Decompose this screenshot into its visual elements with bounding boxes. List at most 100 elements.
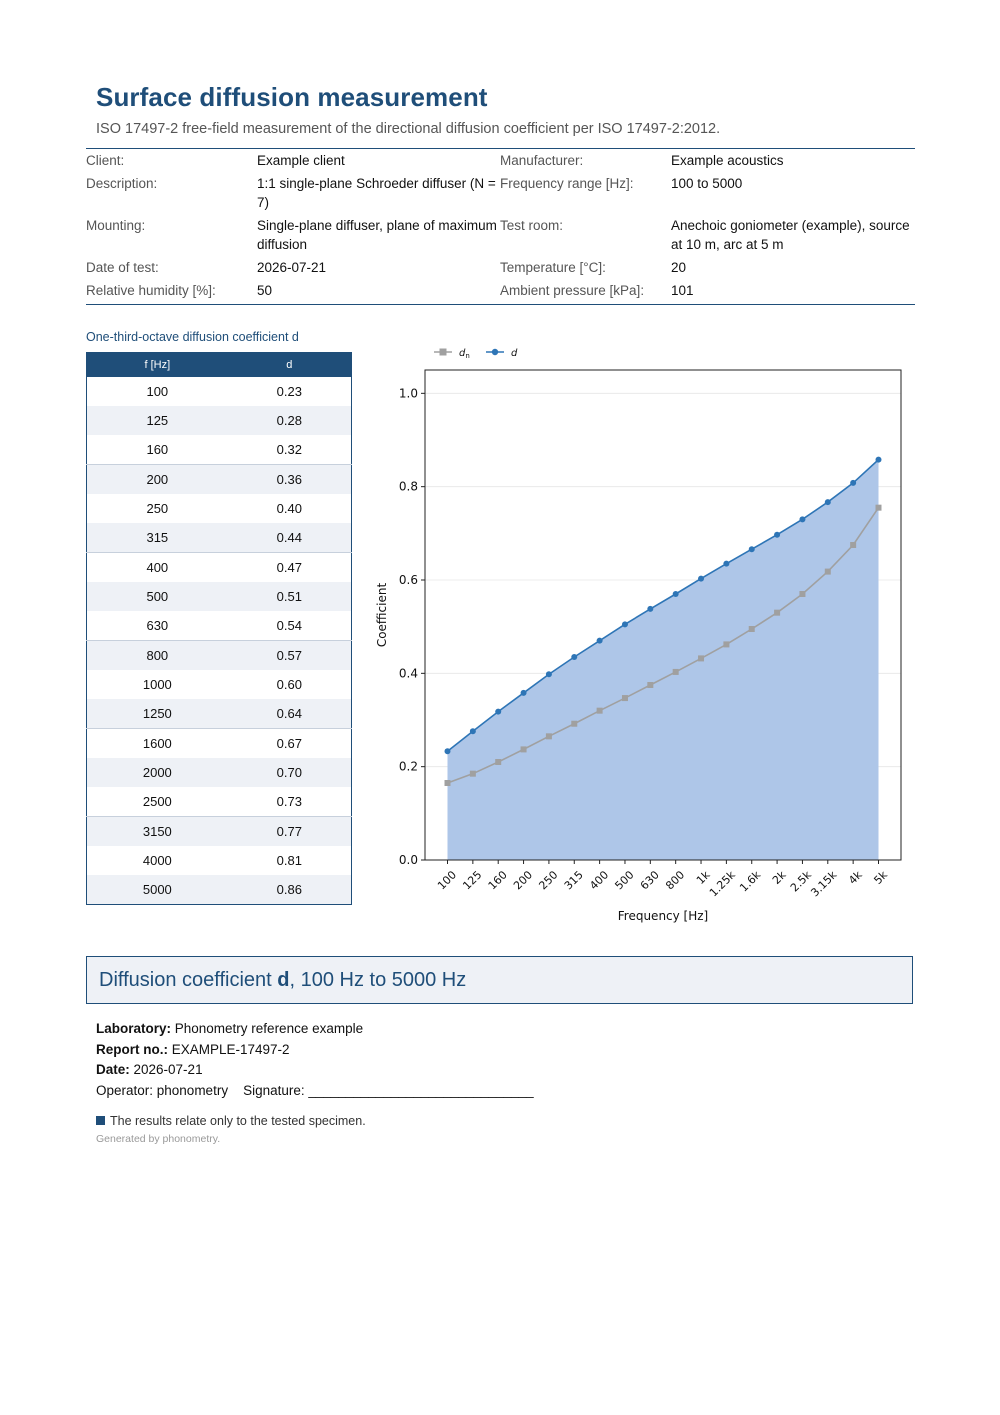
x-tick-label: 200 (511, 868, 535, 892)
frequency-cell: 3150 (86, 816, 228, 846)
coefficient-cell: 0.47 (227, 552, 352, 582)
frequency-cell: 1250 (86, 699, 228, 729)
table-row: 250 0.40 (87, 494, 352, 523)
legend-dn-marker (439, 348, 447, 356)
plot-frame (424, 369, 902, 861)
metadata-value: 20 (671, 260, 687, 275)
data-point-dn (698, 655, 705, 662)
frequency-cell: 1000 (142, 677, 172, 692)
table-row: 400 0.47 (86, 552, 352, 582)
report-number-label: Report no.: (96, 1041, 168, 1057)
metadata-label: Description: (86, 176, 158, 191)
series-line-dn (447, 507, 880, 784)
disclaimer-note: The results relate only to the tested sp… (96, 1114, 366, 1128)
result-suffix: , 100 Hz to 5000 Hz (289, 969, 467, 991)
table-row: 3150 0.77 (86, 816, 352, 846)
coefficient-cell: 0.73 (276, 794, 302, 809)
laboratory-value: Phonometry reference example (171, 1021, 364, 1036)
coefficient-cell: 0.60 (276, 677, 302, 692)
metadata-label: Manufacturer: (500, 153, 584, 168)
data-point-d (850, 479, 857, 486)
metadata-label: Frequency range [Hz]: (500, 176, 634, 191)
date-label: Date: (96, 1062, 130, 1077)
metadata-value: Example client (257, 153, 345, 168)
y-tick-label: 1.0 (399, 386, 418, 400)
data-point-dn (571, 720, 578, 727)
page-title: Surface diffusion measurement (96, 82, 488, 112)
data-point-dn (824, 568, 831, 575)
coefficient-cell: 0.64 (227, 699, 352, 729)
metadata-value: 101 (671, 283, 694, 298)
data-point-dn (444, 780, 451, 786)
x-tick-label: 2k (770, 868, 789, 887)
data-point-dn (647, 682, 654, 688)
data-point-d (824, 499, 831, 506)
frequency-cell: 500 (86, 582, 228, 611)
report-number-value: EXAMPLE-17497-2 (168, 1041, 290, 1057)
operator-signature-line: Operator: phonometry Signature: ________… (96, 1082, 534, 1098)
date-value: 2026-07-21 (129, 1062, 203, 1077)
frequency-cell: 630 (146, 618, 169, 633)
data-point-dn (495, 759, 502, 765)
coefficient-cell: 0.70 (227, 758, 352, 787)
frequency-cell: 2500 (142, 794, 172, 809)
y-tick-label: 0.2 (399, 760, 418, 774)
table-row: 2500 0.73 (87, 787, 352, 817)
x-tick-label: 400 (587, 868, 611, 892)
data-point-d (698, 575, 705, 582)
frequency-cell: 4000 (142, 853, 172, 868)
data-point-d (444, 748, 451, 755)
coefficient-cell: 0.67 (227, 728, 352, 758)
legend-d-label: d (511, 348, 518, 359)
data-point-d (748, 546, 755, 553)
chart-legend: dn d (434, 348, 518, 360)
table-row: 630 0.54 (87, 611, 352, 641)
frequency-cell: 315 (86, 523, 228, 553)
metadata-value: 2026-07-21 (257, 260, 327, 275)
table-caption: One-third-octave diffusion coefficient d (86, 330, 299, 344)
metadata-label: Ambient pressure [kPa]: (500, 283, 645, 298)
metadata-label: Client: (86, 153, 125, 168)
coefficient-cell: 0.77 (227, 816, 352, 846)
metadata-row: Date of test: 2026-07-21 Temperature [°C… (86, 256, 915, 279)
metadata-row: Relative humidity [%]: 50 Ambient pressu… (86, 279, 915, 302)
metadata-value: 50 (257, 283, 273, 298)
frequency-cell: 2000 (86, 758, 228, 787)
data-point-dn (672, 668, 679, 675)
coefficient-cell: 0.51 (227, 582, 352, 611)
data-point-dn (774, 609, 781, 616)
metadata-label: Relative humidity [%]: (86, 283, 216, 298)
y-tick-label: 0.4 (399, 666, 418, 680)
metadata-value: Single-plane diffuser, plane of maximum … (257, 218, 497, 252)
coefficient-cell: 0.86 (227, 875, 352, 905)
x-tick-label: 5k (871, 868, 890, 887)
metadata-label: Mounting: (86, 218, 146, 233)
data-point-d (520, 689, 527, 696)
y-axis: 0.0 0.2 0.4 0.6 0.8 1.0 (399, 386, 425, 867)
data-point-d (799, 516, 806, 523)
data-point-d (469, 728, 476, 735)
y-tick-label: 0.6 (399, 573, 418, 587)
legend-dn-label: dn (459, 348, 470, 360)
laboratory-label: Laboratory: (96, 1021, 172, 1036)
metadata-label: Test room: (500, 218, 564, 233)
square-bullet-icon (96, 1116, 105, 1125)
data-point-d (723, 560, 730, 567)
result-prefix: Diffusion coefficient (99, 969, 278, 991)
data-point-dn (799, 591, 806, 597)
diffusion-chart: dn d 0.00.20.40.60.81.0 100 125 160 200 250 3… (375, 348, 902, 923)
metadata-row: Mounting: Single-plane diffuser, plane o… (86, 214, 915, 256)
x-tick-label: 3.15k (808, 868, 839, 899)
coefficient-cell: 0.23 (276, 384, 302, 399)
frequency-cell: 160 (146, 442, 169, 457)
coefficient-table-body: 100 0.23 125 0.28 160 0.32 200 0.36 250 0.40 315 0.… (86, 377, 352, 905)
table-row: 100 0.23 (87, 377, 352, 406)
result-symbol: d (277, 969, 290, 991)
data-point-dn (621, 695, 628, 702)
table-row: 315 0.44 (86, 523, 352, 553)
data-point-dn (469, 770, 476, 777)
data-point-d (875, 456, 882, 463)
table-row: 2000 0.70 (86, 758, 352, 787)
coefficient-table: f [Hz] d 100 0.23 125 0.28 160 0.32 200 0.36 250… (86, 352, 352, 905)
data-point-d (672, 591, 679, 597)
